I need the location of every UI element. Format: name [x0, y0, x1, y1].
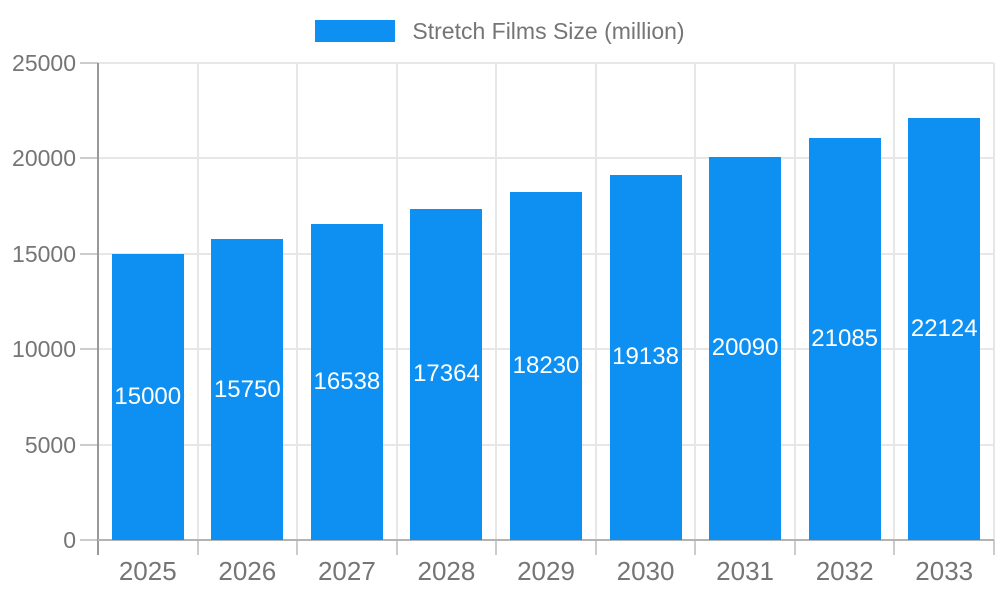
x-axis-tick — [395, 540, 398, 555]
v-gridline — [495, 63, 498, 540]
x-axis-tick — [296, 540, 299, 555]
y-axis-label: 5000 — [24, 431, 76, 458]
y-axis-label: 15000 — [12, 240, 76, 267]
x-axis-tick — [893, 540, 896, 555]
v-gridline — [296, 63, 299, 540]
bar[interactable] — [808, 137, 881, 540]
x-axis-tick — [594, 540, 597, 555]
v-gridline — [793, 63, 796, 540]
y-axis-tick — [80, 348, 98, 351]
y-axis-label: 10000 — [12, 336, 76, 363]
y-axis-tick — [80, 62, 98, 64]
x-axis-tick — [793, 540, 796, 555]
x-axis-tick — [694, 540, 697, 555]
bar[interactable] — [510, 192, 582, 540]
x-axis-label: 2025 — [118, 556, 177, 586]
bar[interactable] — [310, 224, 383, 540]
v-gridline — [694, 63, 697, 540]
x-axis-line — [98, 539, 994, 541]
bar[interactable] — [111, 253, 184, 540]
x-axis-label: 2028 — [417, 556, 476, 586]
x-axis-label: 2029 — [517, 556, 575, 586]
y-axis-label: 25000 — [12, 50, 76, 76]
v-gridline — [594, 63, 597, 540]
x-axis-label: 2026 — [218, 556, 277, 586]
x-axis-label: 2031 — [716, 556, 775, 586]
bar-value-label: 19138 — [612, 343, 679, 371]
x-axis-label: 2033 — [915, 556, 974, 586]
bar-value-label: 21085 — [811, 324, 879, 352]
y-axis-line — [97, 63, 99, 555]
y-axis-tick — [80, 252, 98, 255]
bar[interactable] — [709, 156, 782, 540]
x-axis-label: 2032 — [815, 556, 874, 586]
x-axis-tick — [495, 540, 498, 555]
bar-value-label: 17364 — [413, 360, 480, 388]
h-gridline — [98, 157, 994, 160]
bar-value-label: 18230 — [512, 352, 580, 380]
bar[interactable] — [211, 239, 284, 540]
legend-swatch — [315, 20, 396, 42]
legend-item[interactable]: Stretch Films Size (million) — [0, 16, 1000, 46]
bar[interactable] — [609, 174, 682, 540]
bar-value-label: 15000 — [114, 382, 182, 410]
v-gridline — [395, 63, 398, 540]
x-axis-tick — [993, 540, 995, 555]
legend-label: Stretch Films Size (million) — [412, 18, 685, 44]
x-axis-label: 2027 — [317, 556, 376, 586]
v-gridline — [196, 63, 199, 540]
x-axis-label: 2030 — [616, 556, 675, 586]
bar-value-label: 20090 — [711, 334, 779, 362]
bar[interactable] — [410, 208, 483, 540]
y-axis-tick — [80, 539, 98, 541]
v-gridline — [893, 63, 896, 540]
bar-value-label: 16538 — [313, 368, 381, 396]
y-axis-tick — [80, 157, 98, 160]
bar[interactable] — [908, 117, 981, 540]
x-axis-tick — [196, 540, 199, 555]
y-axis-tick — [80, 443, 98, 446]
y-axis-label: 20000 — [12, 145, 76, 172]
y-axis-label: 0 — [63, 527, 76, 553]
h-gridline — [98, 62, 994, 64]
bar-value-label: 22124 — [910, 314, 978, 342]
v-gridline — [993, 63, 995, 540]
bar-value-label: 15750 — [213, 375, 281, 403]
